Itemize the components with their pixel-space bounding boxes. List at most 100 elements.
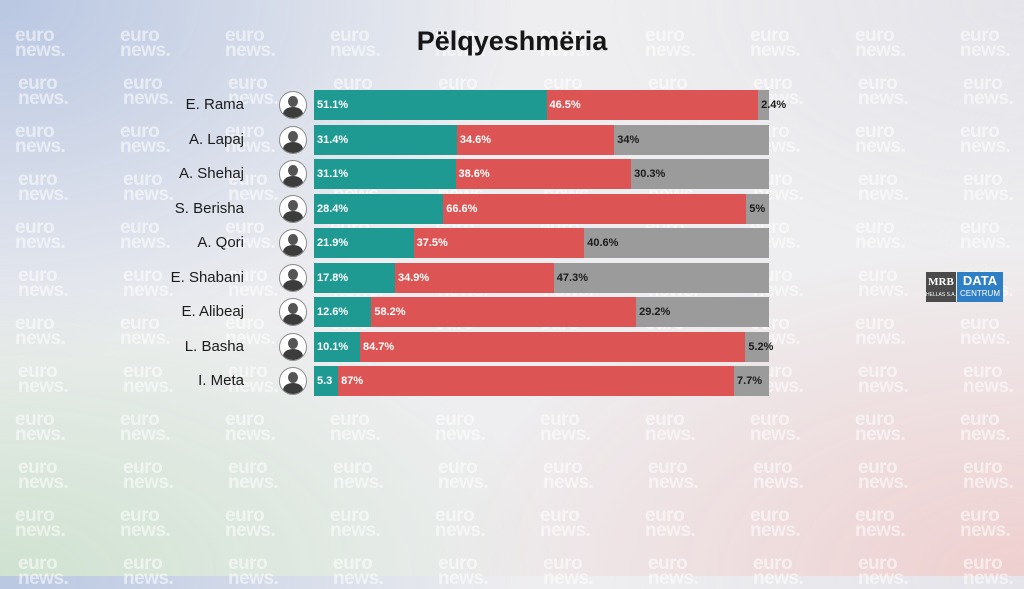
data-label: 31.1% <box>317 168 349 180</box>
bar-segment <box>546 90 759 120</box>
data-label: 34.9% <box>397 271 430 284</box>
bar-segment <box>371 297 637 327</box>
bar-segment <box>314 193 444 224</box>
stacked-bar: 28.4% 66.6% 5% <box>314 193 769 224</box>
data-label: 30.3% <box>634 168 666 180</box>
stacked-bar: 5.3 87% 7.7% <box>314 366 769 396</box>
bar-segment <box>314 228 414 258</box>
bar-row: A. Qori 21.9% 37.5% 40.6% <box>130 228 790 258</box>
data-label: 46.5% <box>549 99 581 111</box>
bar-segment <box>314 366 339 396</box>
bar-segment <box>584 228 769 258</box>
bar-row: E. Alibeaj 12.6% 58.2% 29.2% <box>130 297 790 327</box>
data-label: 58.2% <box>374 306 406 318</box>
category-label: A. Shehaj <box>178 165 244 182</box>
bar-segment <box>636 297 769 327</box>
category-label: E. Shabani <box>170 268 244 286</box>
data-label: 34% <box>617 133 640 146</box>
bar-segment <box>413 228 585 258</box>
bar-segment <box>338 366 734 396</box>
data-label: 47.3% <box>556 271 588 284</box>
data-label: 12.6% <box>317 306 349 318</box>
bar-segment <box>314 90 547 120</box>
data-logo-text: DATA <box>962 273 998 288</box>
mrb-logo-subtext: HELLAS S.A. <box>926 292 957 298</box>
bar-segment <box>456 124 615 155</box>
avatar-icon <box>279 229 307 257</box>
category-label: I. Meta <box>198 372 244 389</box>
category-label: A. Lapaj <box>188 130 244 148</box>
data-label: 28.4% <box>317 202 349 215</box>
avatar-icon <box>279 91 307 119</box>
avatar-icon <box>279 125 307 154</box>
datacentrum-logo: DATA CENTRUM <box>957 272 1003 302</box>
data-label: 17.8% <box>317 271 349 284</box>
stacked-bar: 51.1% 46.5% 2.4% <box>314 90 786 120</box>
data-label: 29.2% <box>639 306 671 318</box>
bar-row: E. Shabani 17.8% 34.9% 47.3% <box>130 262 790 293</box>
avatar-icon <box>279 194 307 223</box>
category-label: E. Alibeaj <box>181 303 244 320</box>
stacked-bar: 17.8% 34.9% 47.3% <box>314 262 769 293</box>
bar-segment <box>314 124 457 155</box>
stacked-bar: 10.1% 84.7% 5.2% <box>314 331 773 362</box>
bar-row: E. Rama 51.1% 46.5% 2.4% <box>130 90 790 120</box>
avatar-icon <box>279 332 307 361</box>
data-label: 7.7% <box>736 375 763 387</box>
bar-segment <box>314 297 372 327</box>
stacked-bar: 12.6% 58.2% 29.2% <box>314 297 769 327</box>
avatar-icon <box>279 160 307 188</box>
bar-segment <box>314 331 360 362</box>
stacked-bar: 21.9% 37.5% 40.6% <box>314 228 769 258</box>
data-label: 21.9% <box>317 237 349 249</box>
bar-segment <box>455 159 632 189</box>
mrb-logo-text: MRB <box>928 276 954 288</box>
bar-row: S. Berisha 28.4% 66.6% 5% <box>130 193 790 224</box>
data-label: 5.3 <box>317 375 333 387</box>
data-label: 40.6% <box>587 237 619 249</box>
bar-segment <box>314 159 456 189</box>
bar-segment <box>746 193 769 224</box>
data-label: 5.2% <box>748 340 774 353</box>
data-label: 84.7% <box>362 340 395 353</box>
category-label: A. Qori <box>197 234 244 251</box>
